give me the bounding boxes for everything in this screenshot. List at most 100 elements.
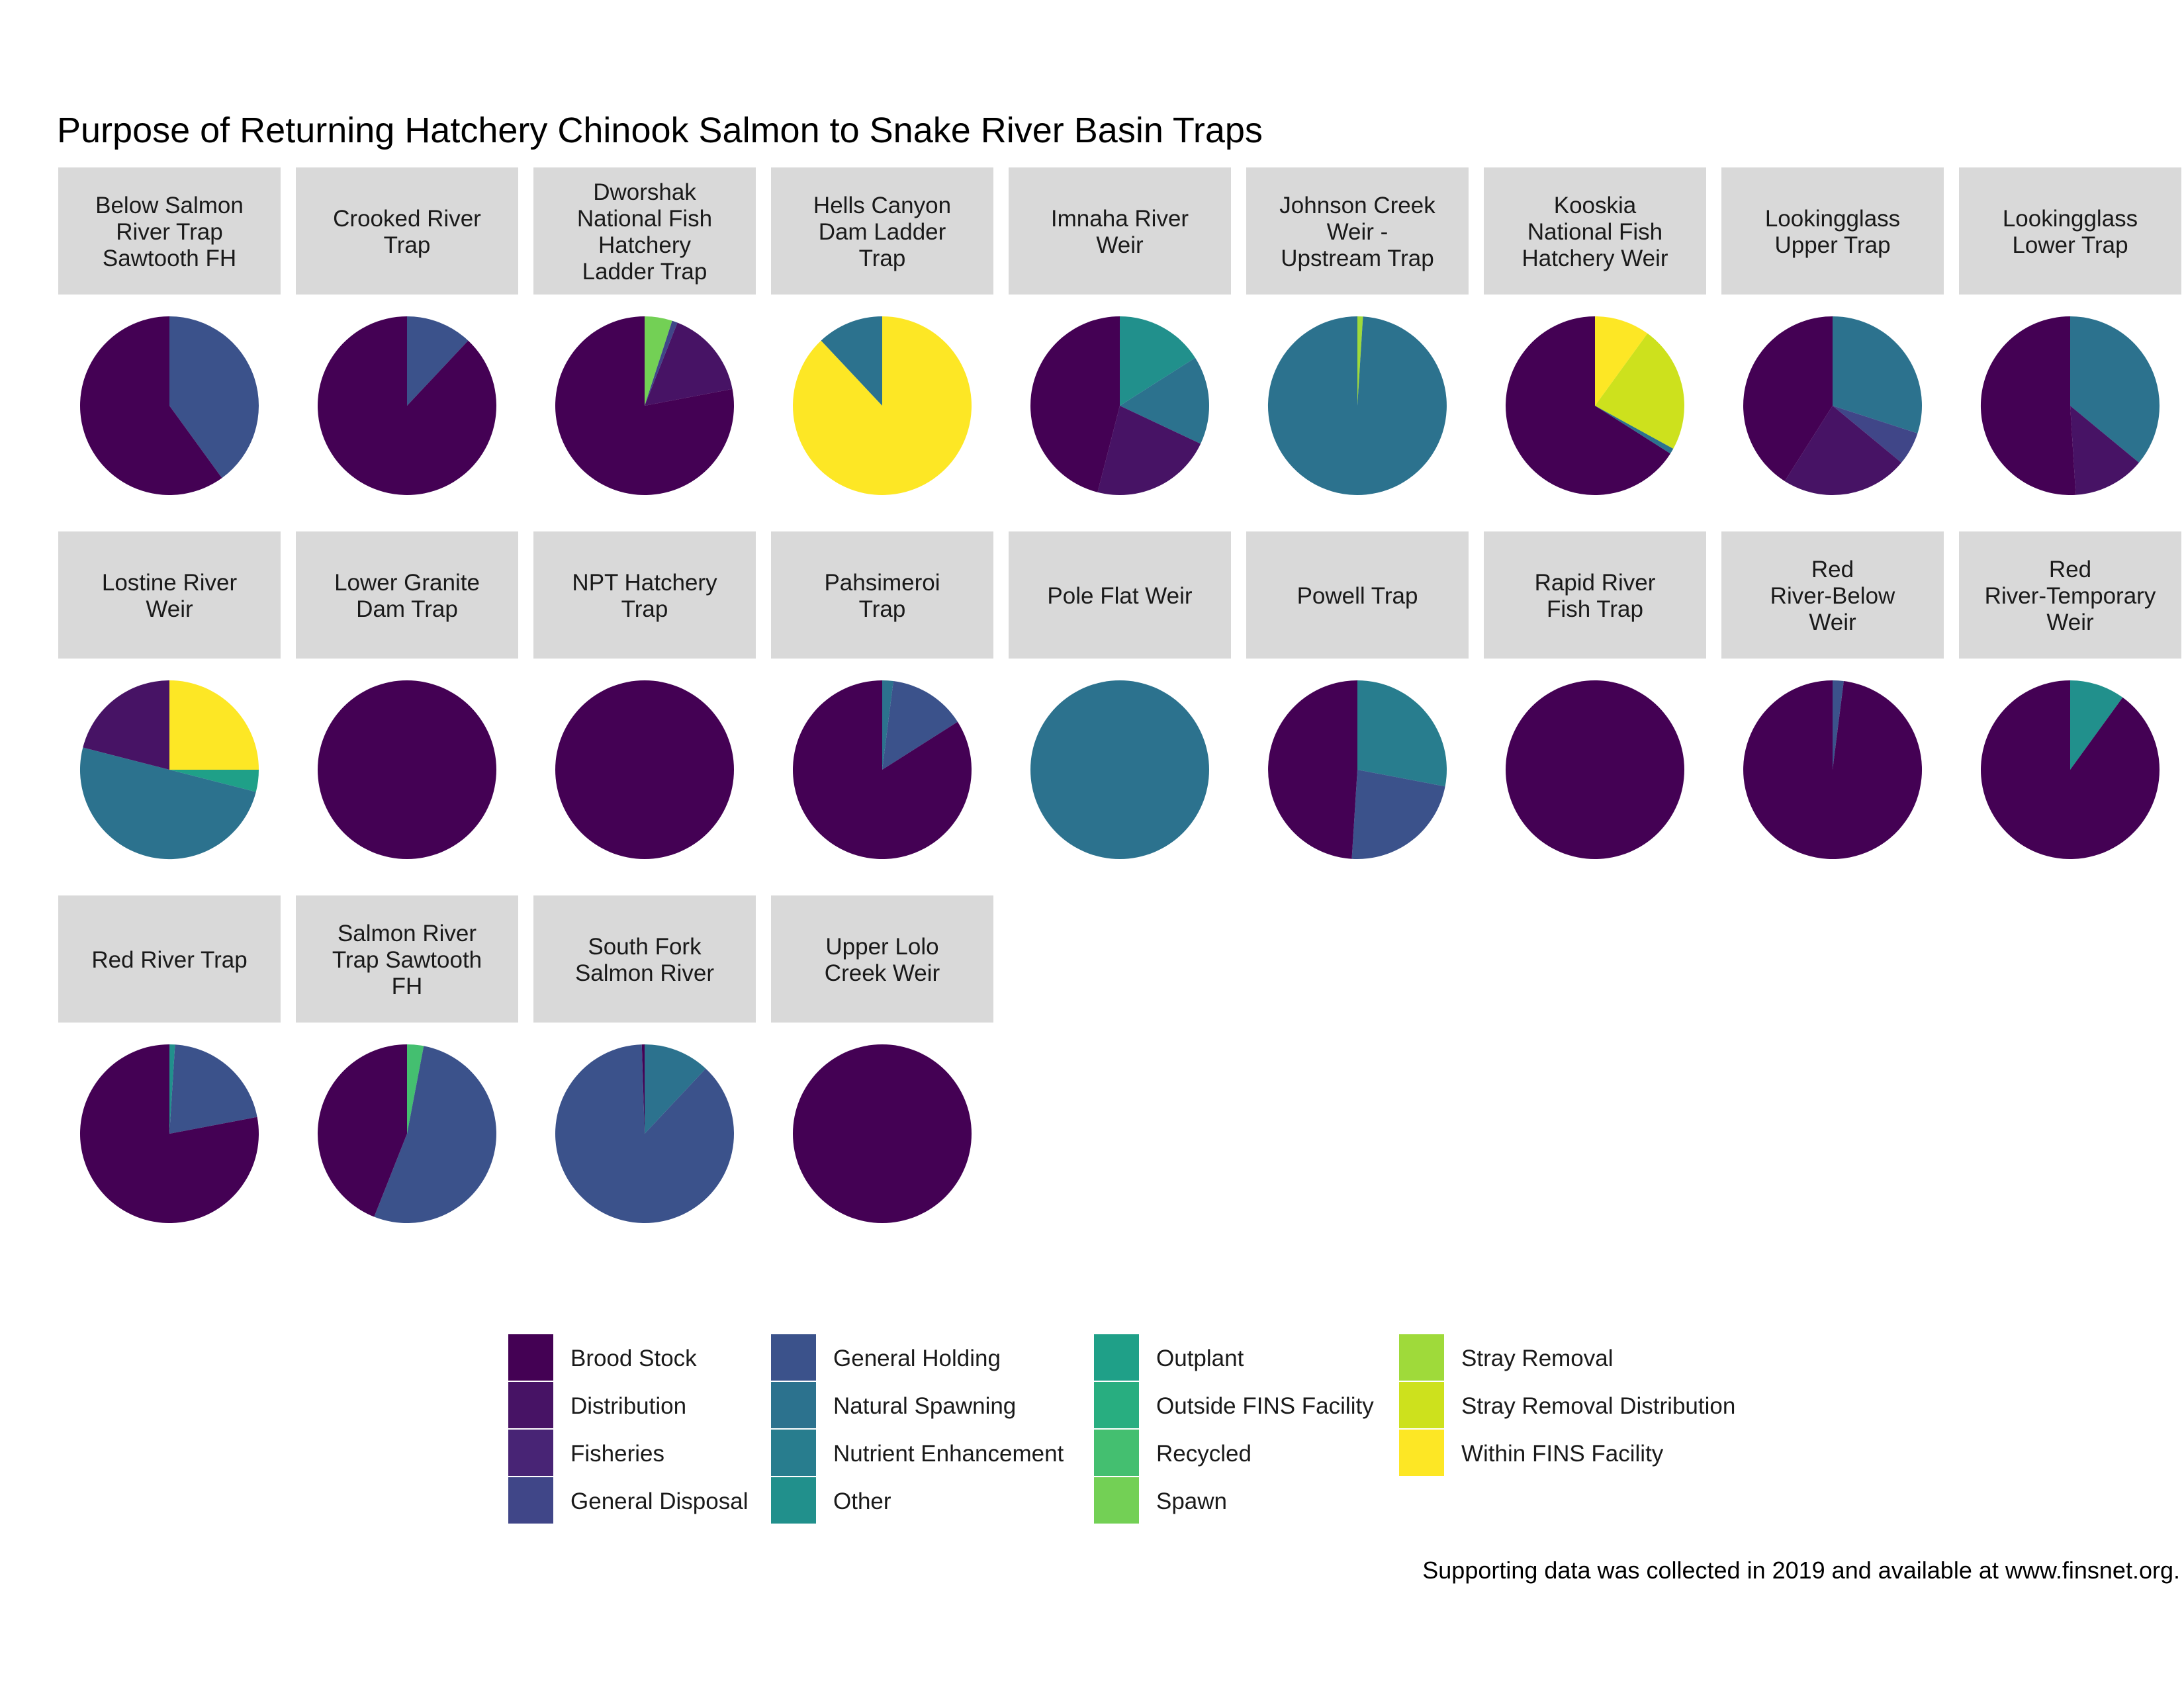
- pie-slice-brood-stock: [80, 1044, 259, 1223]
- pie-slice-brood-stock: [1981, 680, 2160, 860]
- legend-item-distribution: Distribution: [508, 1382, 686, 1428]
- panel-strip-label: FH: [392, 974, 423, 999]
- panel-strip-label: Hatchery: [598, 232, 692, 258]
- legend-label: Spawn: [1156, 1488, 1227, 1514]
- legend-label: Distribution: [570, 1393, 686, 1419]
- pie-slice-distribution: [2070, 406, 2140, 495]
- panel-powell-trap: Powell Trap: [1246, 531, 1469, 859]
- legend-label: Brood Stock: [570, 1346, 697, 1371]
- legend-item-outplant: Outplant: [1094, 1334, 1244, 1381]
- legend-item-general-disposal: General Disposal: [508, 1477, 748, 1524]
- panel-strip-label: Upper Lolo: [825, 934, 938, 960]
- pie-slice-general-holding: [1351, 770, 1445, 859]
- pie-slice-natural-spawning: [1120, 357, 1209, 444]
- pie-slice-stray-removal-distribution: [1595, 333, 1685, 449]
- panel-strip: [1246, 167, 1469, 295]
- panel-strip-label: Below Salmon: [95, 193, 244, 218]
- pie-slice-distribution: [1784, 406, 1902, 495]
- legend-key: [771, 1382, 816, 1428]
- legend-item-stray-removal: Stray Removal: [1399, 1334, 1614, 1381]
- pie-slice-within-fins-facility: [1595, 316, 1648, 406]
- panel-strip-label: Red: [1811, 557, 1854, 582]
- panel-strip-label: South Fork: [588, 934, 702, 960]
- legend-key: [508, 1382, 553, 1428]
- panel-strip: [58, 167, 281, 295]
- panel-strip-label: Upstream Trap: [1281, 246, 1433, 271]
- pie-slice-brood-stock: [317, 1044, 407, 1217]
- panel-strip: [58, 895, 281, 1023]
- pie-slice-natural-spawning: [1267, 316, 1447, 495]
- panel-strip-label: Trap Sawtooth: [332, 947, 482, 973]
- legend-item-nutrient-enhancement: Nutrient Enhancement: [771, 1430, 1064, 1476]
- legend-key: [508, 1334, 553, 1381]
- panel-strip-label: Weir: [146, 596, 193, 622]
- panel-strip-label: Fish Trap: [1547, 596, 1643, 622]
- panel-strip: [1721, 531, 1944, 659]
- legend-label: Stray Removal Distribution: [1461, 1393, 1735, 1419]
- legend-item-recycled: Recycled: [1094, 1430, 1251, 1476]
- pie-slice-brood-stock: [1505, 316, 1670, 495]
- panel-strip-label: Lower Trap: [2012, 232, 2128, 258]
- panel-strip-label: Hells Canyon: [813, 193, 951, 218]
- pie-slice-other: [2070, 680, 2123, 770]
- legend-item-outside-fins-facility: Outside FINS Facility: [1094, 1382, 1374, 1428]
- panel-strip-label: Dam Ladder: [819, 219, 946, 245]
- panel-strip-label: River-Temporary: [1985, 583, 2156, 609]
- legend-label: Outside FINS Facility: [1156, 1393, 1374, 1419]
- legend: Brood Stock Distribution Fisheries General …: [508, 1334, 1735, 1524]
- pie-slice-recycled: [407, 1044, 424, 1134]
- pie-slice-natural-spawning: [1833, 316, 1922, 434]
- pie-slice-distribution: [83, 680, 170, 770]
- legend-label: Other: [833, 1488, 891, 1514]
- legend-key: [771, 1477, 816, 1524]
- legend-key: [771, 1334, 816, 1381]
- pie-slice-general-holding: [169, 316, 259, 479]
- pie-slice-brood-stock: [1743, 680, 1923, 859]
- legend-label: General Disposal: [570, 1488, 748, 1514]
- legend-item-general-holding: General Holding: [771, 1334, 1001, 1381]
- pie-slice-other: [169, 1044, 175, 1134]
- pie-slice-other: [1120, 316, 1195, 406]
- panel-strip: [1246, 531, 1469, 659]
- panel-strip-label: Ladder Trap: [582, 259, 707, 285]
- pie-slice-natural-spawning: [1595, 406, 1674, 454]
- panel-strip-label: Kooskia: [1554, 193, 1637, 218]
- panel-strip-label: Trap: [859, 246, 906, 271]
- panel-strip: [771, 531, 993, 659]
- panel-strip-label: Dworshak: [593, 179, 696, 205]
- pie-slice-brood-stock: [555, 680, 734, 859]
- legend-label: Recycled: [1156, 1441, 1251, 1467]
- panel-strip: [1484, 167, 1706, 295]
- panel-strip-label: Red River Trap: [91, 947, 247, 973]
- panel-strip-label: Lookingglass: [1765, 206, 1900, 232]
- panel-strip-label: Salmon River: [575, 960, 714, 986]
- panel-strip-label: Imnaha River: [1051, 206, 1189, 232]
- pie-slice-general-holding: [1833, 680, 1844, 770]
- legend-key: [1399, 1334, 1444, 1381]
- legend-key: [508, 1477, 553, 1524]
- legend-key: [771, 1430, 816, 1476]
- panel-strip-label: Rapid River: [1535, 570, 1656, 596]
- legend-item-brood-stock: Brood Stock: [508, 1334, 697, 1381]
- legend-label: Natural Spawning: [833, 1393, 1016, 1419]
- legend-item-natural-spawning: Natural Spawning: [771, 1382, 1016, 1428]
- legend-key: [1094, 1334, 1139, 1381]
- pie-slice-natural-spawning: [821, 316, 882, 406]
- panel-strip: [533, 895, 756, 1023]
- pie-slice-general-holding: [407, 316, 469, 406]
- pie-slice-general-holding: [882, 681, 958, 770]
- pie-slice-brood-stock: [318, 680, 496, 859]
- pie-slice-brood-stock: [792, 680, 972, 859]
- panel-strip-label: Salmon River: [338, 921, 477, 946]
